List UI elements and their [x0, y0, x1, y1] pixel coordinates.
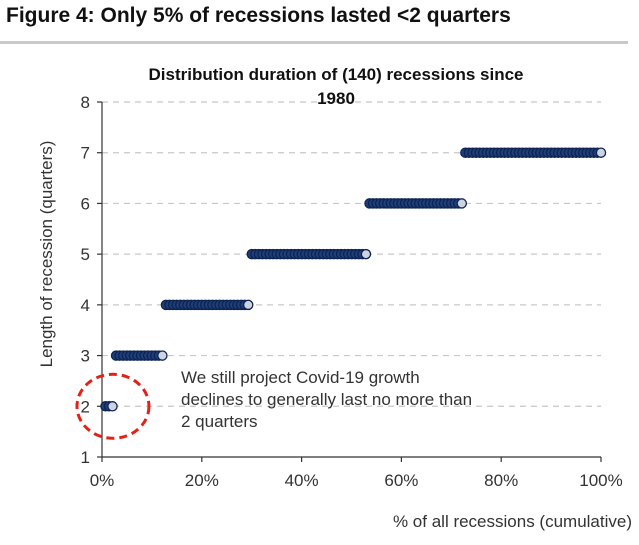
x-tick-label-100: 100%	[579, 471, 622, 490]
y-axis-label: Length of recession (quarters)	[37, 141, 56, 368]
figure-title: Figure 4: Only 5% of recessions lasted <…	[6, 4, 511, 27]
data-point-4q-24	[242, 299, 254, 311]
data-points	[100, 147, 607, 412]
y-tick-label-7: 7	[81, 144, 90, 163]
data-point-3q-14	[157, 350, 168, 361]
y-tick-label-2: 2	[81, 397, 90, 416]
y-tick-label-5: 5	[81, 245, 90, 264]
x-tick-label-60: 60%	[384, 471, 418, 490]
data-point-7q-39	[595, 147, 607, 158]
data-point-2q-3	[107, 401, 118, 412]
chart-title-line-2: 1980	[317, 89, 355, 108]
annotation-line-1: We still project Covid-19 growth	[181, 368, 420, 387]
annotation-line-2: declines to generally last no more than	[181, 390, 472, 409]
data-point-6q-27	[456, 198, 468, 209]
x-axis-label: % of all recessions (cumulative)	[393, 512, 632, 531]
y-tick-label-3: 3	[81, 347, 90, 366]
y-tick-label-4: 4	[81, 296, 90, 315]
title-divider	[0, 41, 628, 44]
y-tick-label-8: 8	[81, 93, 90, 112]
data-point-5q-33	[360, 248, 372, 260]
y-tick-label-1: 1	[81, 448, 90, 467]
x-tick-label-0: 0%	[90, 471, 115, 490]
annotation-line-3: 2 quarters	[181, 412, 258, 431]
y-tick-label-6: 6	[81, 194, 90, 213]
x-tick-label-80: 80%	[484, 471, 518, 490]
x-tick-label-40: 40%	[285, 471, 319, 490]
chart-title-line-1: Distribution duration of (140) recession…	[148, 65, 523, 84]
x-tick-label-20: 20%	[185, 471, 219, 490]
highlight-circle	[75, 372, 151, 440]
